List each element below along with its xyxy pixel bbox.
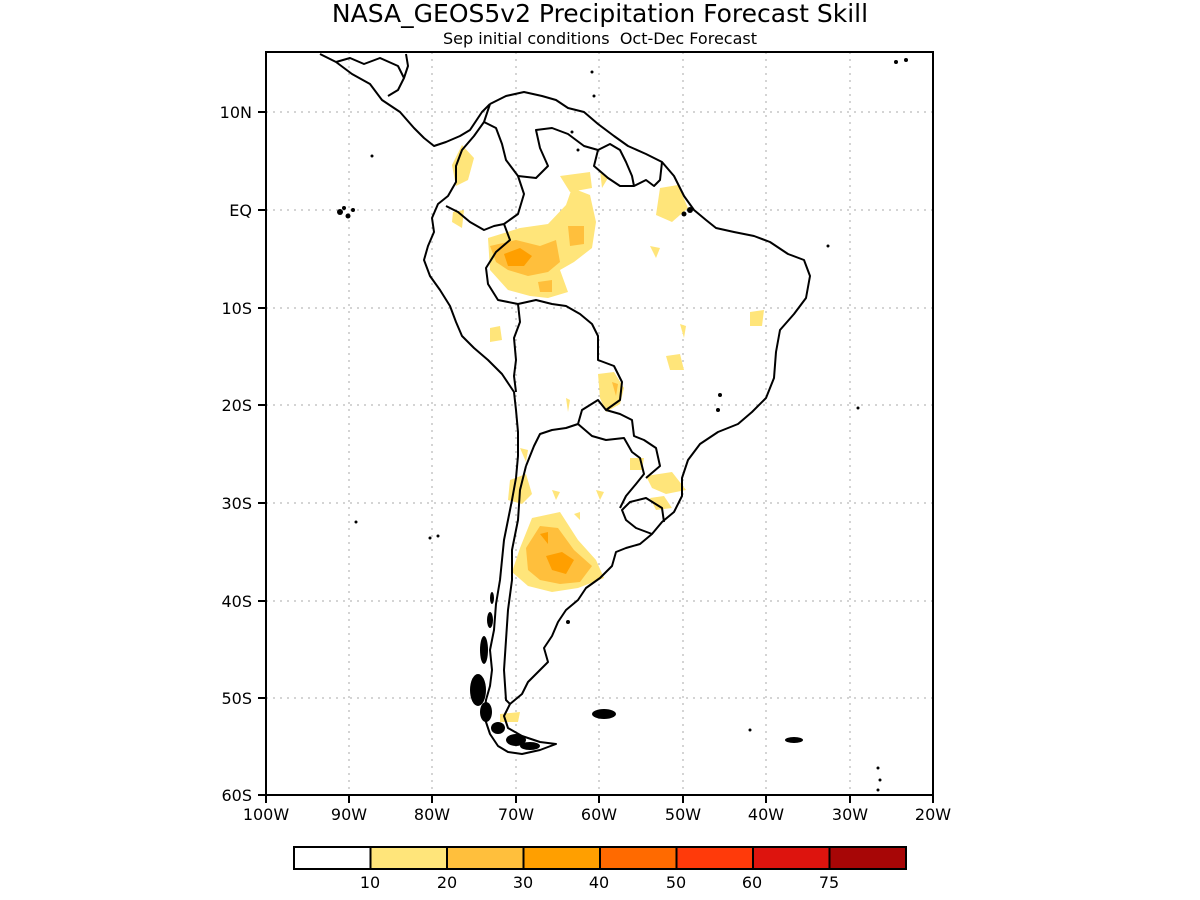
lat-label: 40S (221, 592, 252, 611)
lat-label: 10S (221, 299, 252, 318)
legend-color-box (522, 846, 601, 870)
lat-label: 60S (221, 786, 252, 805)
legend-color-box (293, 846, 372, 870)
legend-boxes (293, 846, 907, 870)
lon-label: 30W (832, 805, 868, 824)
map-title: NASA_GEOS5v2 Precipitation Forecast Skil… (332, 0, 868, 28)
lat-label: EQ (229, 201, 252, 220)
legend-tick: 40 (589, 873, 609, 892)
legend-color-box (675, 846, 754, 870)
land-outlines (319, 53, 811, 755)
lon-label: 20W (915, 805, 951, 824)
legend-color-box (752, 846, 831, 870)
lat-labels: 10N EQ 10S 20S 30S 40S 50S 60S (220, 103, 252, 805)
legend-tick: 30 (513, 873, 533, 892)
skill-shading (452, 145, 764, 722)
grid-lines (266, 52, 933, 795)
legend-color-box (828, 846, 907, 870)
legend-tick: 50 (666, 873, 686, 892)
legend-color-box (369, 846, 448, 870)
lon-label: 100W (243, 805, 290, 824)
lon-label: 80W (414, 805, 450, 824)
lon-label: 40W (748, 805, 784, 824)
legend-tick: 60 (742, 873, 762, 892)
islands (337, 58, 908, 792)
color-legend: 10 20 30 40 50 60 75 (293, 846, 907, 892)
lon-labels: 100W 90W 80W 70W 60W 50W 40W 30W 20W (243, 805, 951, 824)
lat-label: 20S (221, 396, 252, 415)
lon-label: 90W (331, 805, 367, 824)
legend-tick: 75 (819, 873, 839, 892)
lat-label: 10N (220, 103, 252, 122)
legend-ticks: 10 20 30 40 50 60 75 (360, 873, 839, 892)
lat-label: 50S (221, 689, 252, 708)
lon-label: 70W (498, 805, 534, 824)
lat-ticks (258, 111, 266, 796)
lon-ticks (265, 795, 934, 803)
legend-tick: 10 (360, 873, 380, 892)
legend-color-box (599, 846, 678, 870)
legend-tick: 20 (437, 873, 457, 892)
lon-label: 50W (665, 805, 701, 824)
map-subtitle: Sep initial conditions Oct-Dec Forecast (443, 29, 757, 48)
legend-color-box (446, 846, 525, 870)
lon-label: 60W (581, 805, 617, 824)
lat-label: 30S (221, 494, 252, 513)
